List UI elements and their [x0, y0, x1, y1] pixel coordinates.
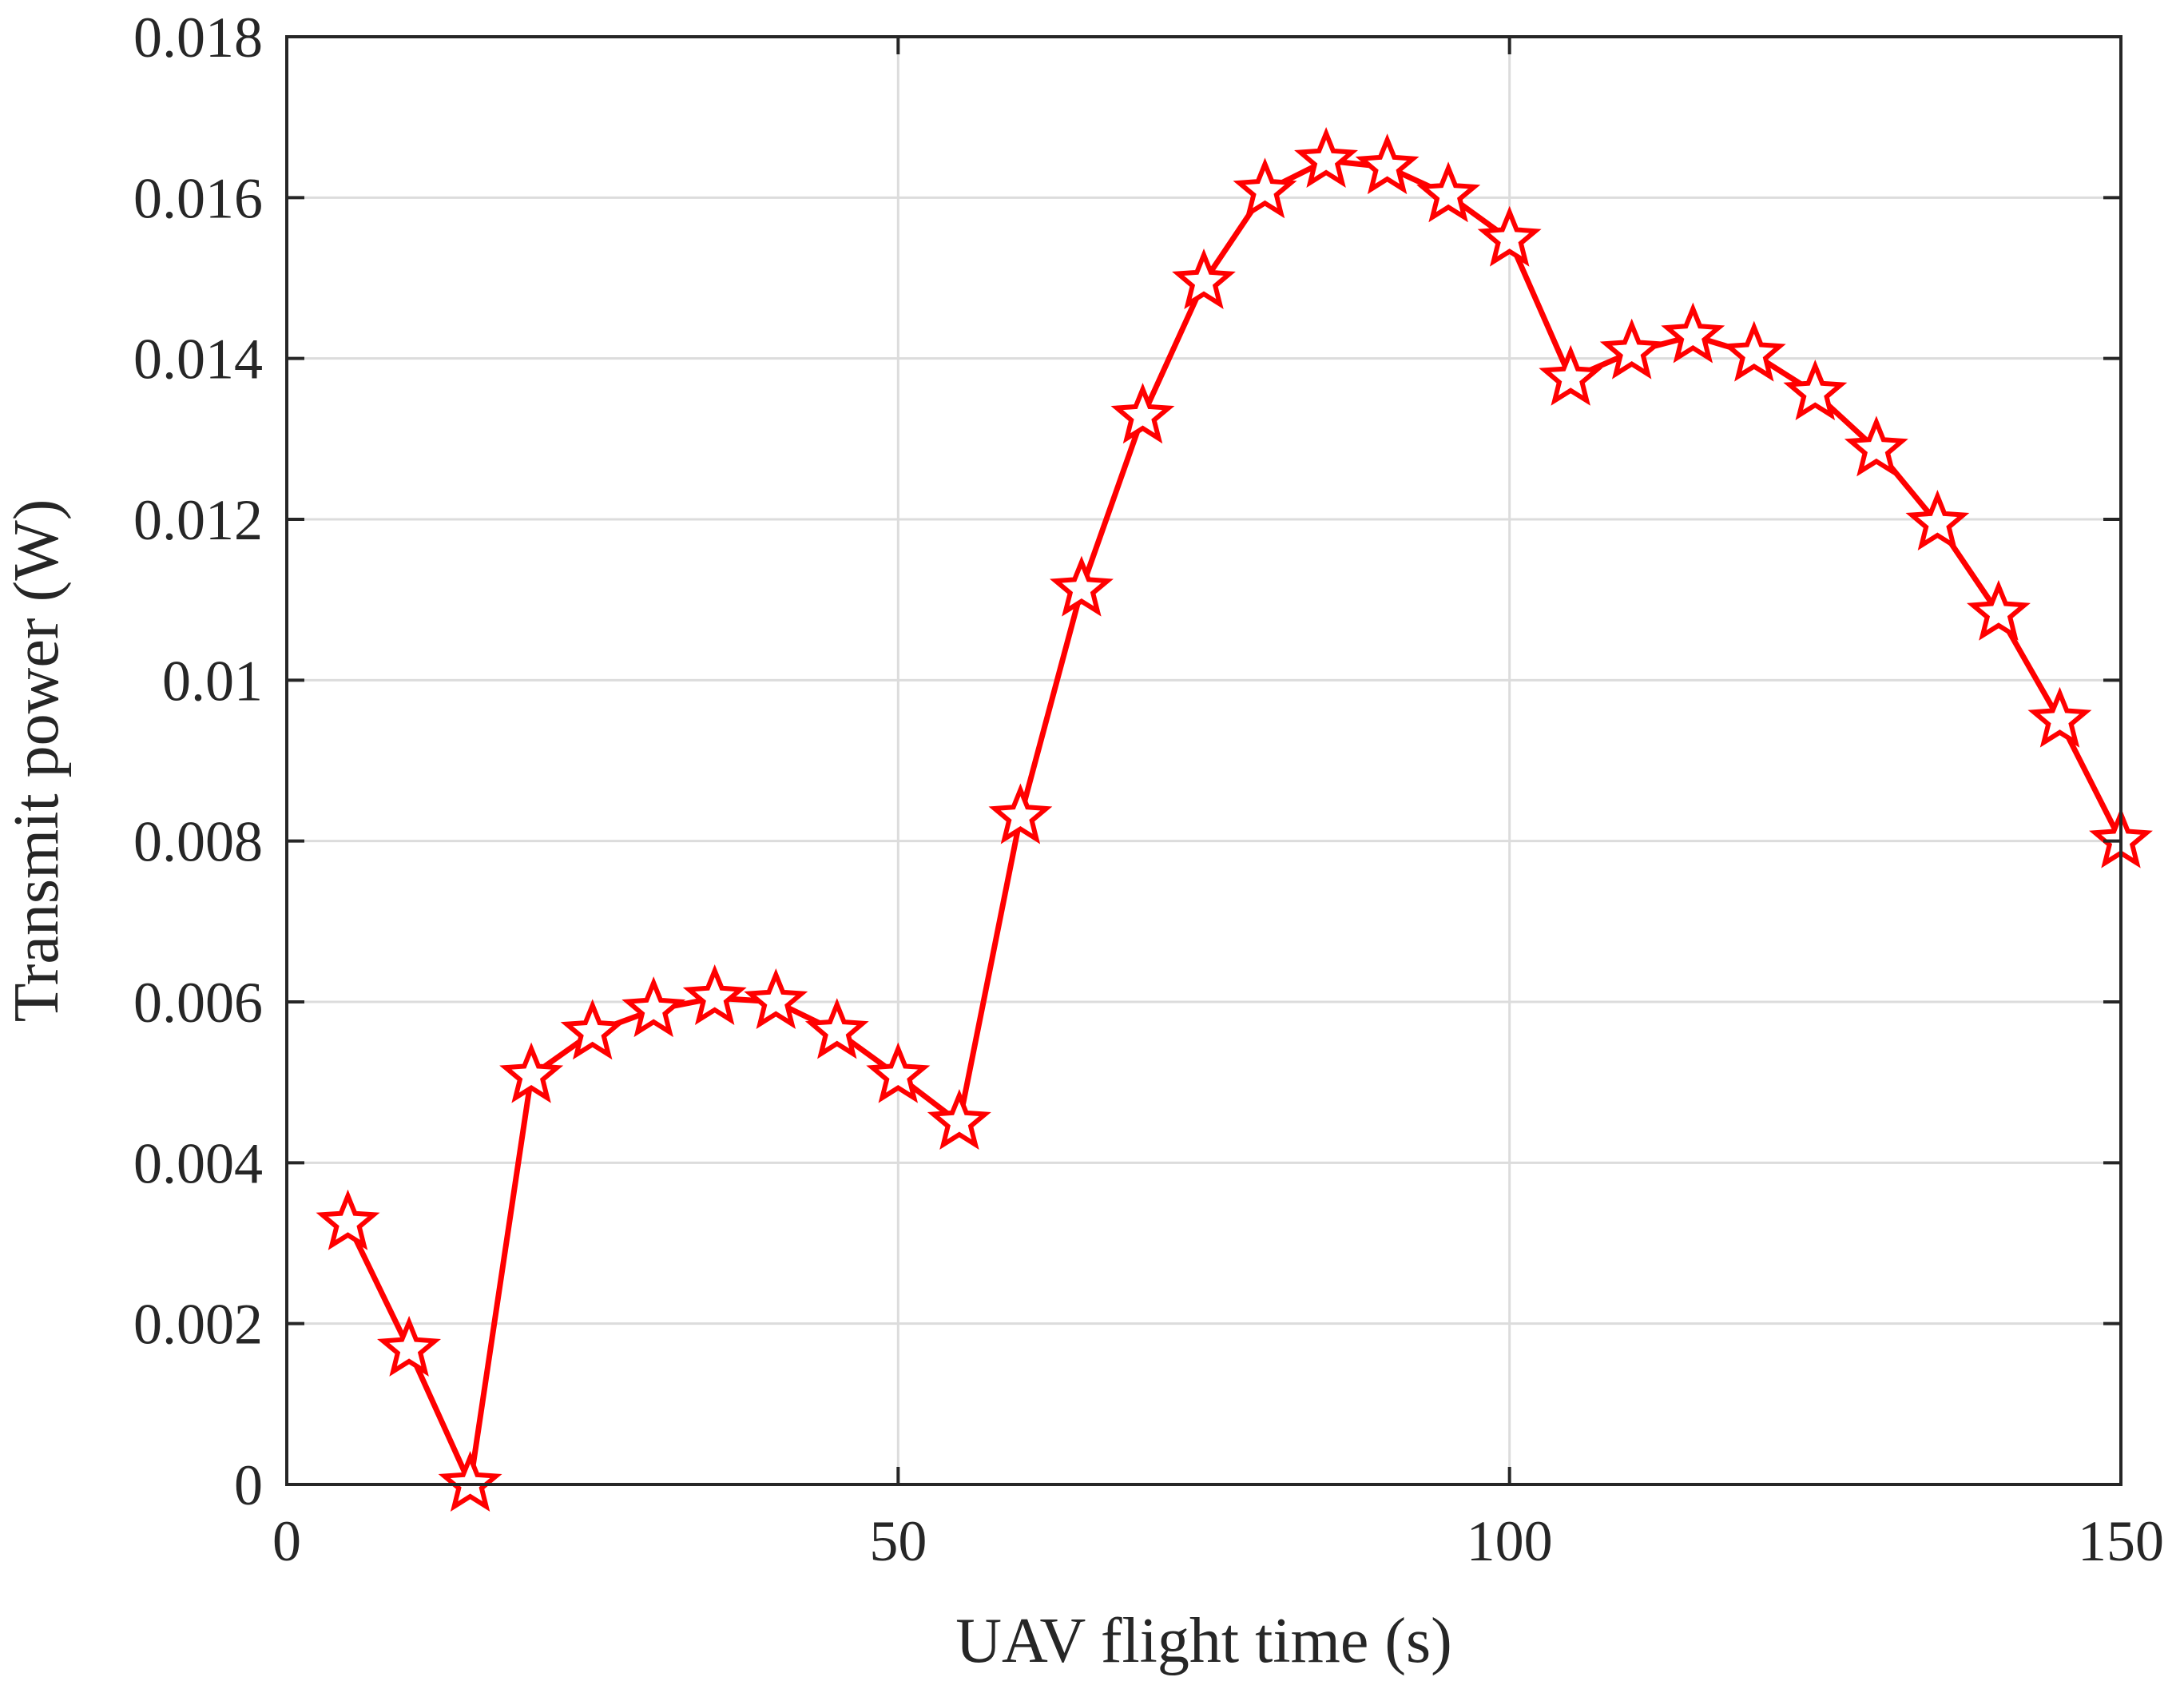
- data-point-marker: [1599, 318, 1664, 380]
- y-tick-label: 0.01: [162, 649, 263, 713]
- data-point-marker: [1721, 320, 1786, 382]
- y-tick-label: 0.012: [133, 488, 263, 552]
- data-point-marker: [804, 998, 869, 1059]
- y-axis-label: Transmit power (W): [2, 499, 72, 1023]
- data-point-marker: [1966, 579, 2031, 641]
- data-point-marker: [1172, 248, 1236, 309]
- axis-ticks: [285, 35, 2122, 1486]
- data-point-marker: [866, 1042, 931, 1103]
- data-point-marker: [377, 1315, 442, 1377]
- data-point-marker: [1844, 415, 1908, 477]
- x-axis-label: UAV flight time (s): [955, 1606, 1451, 1676]
- data-point-marker: [1539, 344, 1603, 406]
- data-point-marker: [1416, 161, 1481, 223]
- y-tick-label: 0.018: [133, 6, 263, 70]
- y-axis-tick-labels: 0 0.002 0.004 0.006 0.008 0.01 0.012 0.014 0.016…: [133, 6, 263, 1517]
- grid-lines: [287, 37, 2121, 1484]
- data-point-marker: [682, 964, 747, 1026]
- data-point-marker: [1783, 360, 1848, 421]
- x-tick-label: 0: [272, 1509, 301, 1573]
- y-tick-label: 0: [234, 1453, 263, 1517]
- data-point-marker: [1233, 157, 1297, 219]
- data-point-marker: [621, 976, 686, 1038]
- data-point-marker: [927, 1088, 991, 1151]
- plot-frame: [285, 35, 2122, 1486]
- series-layer: [316, 126, 2153, 1512]
- y-tick-label: 0.006: [133, 971, 263, 1035]
- y-tick-label: 0.016: [133, 166, 263, 230]
- data-point-marker: [560, 999, 625, 1060]
- x-tick-label: 50: [869, 1509, 927, 1573]
- data-point-marker: [988, 783, 1053, 845]
- y-tick-label: 0.008: [133, 810, 263, 874]
- x-axis-tick-labels: 0 50 100 150: [272, 1509, 2164, 1573]
- y-tick-label: 0.014: [133, 328, 263, 391]
- data-point-marker: [438, 1450, 502, 1512]
- data-point-marker: [1049, 555, 1114, 617]
- data-point-marker: [1661, 302, 1725, 364]
- x-tick-label: 150: [2078, 1509, 2164, 1573]
- data-point-marker: [1294, 126, 1359, 189]
- data-point-marker: [499, 1042, 564, 1103]
- data-point-marker: [1110, 383, 1175, 444]
- data-point-marker: [1905, 489, 1970, 550]
- x-tick-label: 100: [1467, 1509, 1553, 1573]
- data-point-marker: [1355, 133, 1420, 195]
- data-point-marker: [2027, 686, 2092, 748]
- data-point-marker: [744, 968, 808, 1030]
- y-tick-label: 0.004: [133, 1131, 263, 1195]
- y-tick-label: 0.002: [133, 1293, 263, 1357]
- data-point-marker: [316, 1189, 380, 1250]
- data-point-marker: [1477, 205, 1542, 267]
